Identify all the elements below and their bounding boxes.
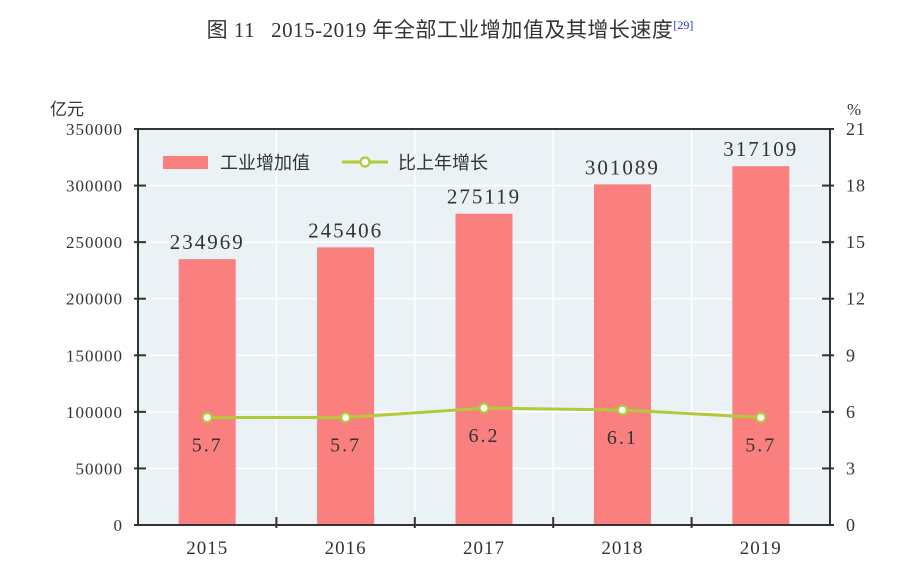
left-axis-unit-label: 亿元 <box>50 100 84 119</box>
bar-2016 <box>317 247 375 525</box>
left-axis-tick-label: 150000 <box>66 346 123 365</box>
growth-value-label-2019: 5.7 <box>745 435 776 457</box>
bar-2015 <box>178 259 236 525</box>
growth-value-label-2015: 5.7 <box>192 435 223 457</box>
legend-line-label: 比上年增长 <box>398 153 488 173</box>
chart-title-prefix: 图 11 <box>206 18 256 42</box>
growth-value-label-2017: 6.2 <box>469 425 500 447</box>
right-axis-tick-label: 6 <box>846 402 856 422</box>
chart-title-footnote: [29] <box>673 18 694 32</box>
growth-value-label-2018: 6.1 <box>607 427 638 449</box>
bar-2018 <box>593 184 651 526</box>
left-axis-tick-label: 100000 <box>66 403 123 422</box>
x-axis-label-2018: 2018 <box>601 538 643 559</box>
right-axis-unit-label: % <box>847 100 861 119</box>
right-axis-tick-label: 18 <box>846 176 866 196</box>
legend-line-marker <box>359 156 371 168</box>
bar-value-label-2018: 301089 <box>585 155 660 179</box>
chart-title: 图 11 2015-2019 年全部工业增加值及其增长速度[29] <box>0 14 900 44</box>
left-axis-tick-label: 300000 <box>66 177 123 196</box>
left-axis-tick-label: 200000 <box>66 290 123 309</box>
plot-border <box>137 128 831 526</box>
right-axis-tick-label: 12 <box>846 289 866 309</box>
x-axis-label-2016: 2016 <box>325 538 367 559</box>
x-axis-label-2015: 2015 <box>186 538 228 559</box>
growth-marker-2016 <box>340 411 352 424</box>
right-axis-tick-label: 15 <box>846 232 866 252</box>
bar-2019 <box>732 166 790 526</box>
right-axis-tick-label: 0 <box>846 515 856 535</box>
chart-title-text: 2015-2019 年全部工业增加值及其增长速度 <box>271 18 674 42</box>
x-axis-label-2017: 2017 <box>463 538 505 559</box>
growth-marker-2019 <box>755 411 767 424</box>
legend-bar-label: 工业增加值 <box>220 153 310 173</box>
x-axis-label-2019: 2019 <box>740 538 782 559</box>
growth-value-label-2016: 5.7 <box>330 435 361 457</box>
growth-marker-2015 <box>201 411 213 424</box>
bar-value-label-2019: 317109 <box>723 137 798 161</box>
bar-value-label-2017: 275119 <box>447 185 521 209</box>
bar-2017 <box>455 213 513 525</box>
growth-marker-2017 <box>478 402 490 414</box>
right-axis-tick-label: 9 <box>846 345 856 365</box>
left-axis-tick-label: 50000 <box>76 459 124 478</box>
growth-marker-2018 <box>616 404 629 416</box>
right-axis-tick-label: 3 <box>846 458 856 478</box>
left-axis-tick-label: 0 <box>114 516 124 535</box>
right-axis-tick-label: 21 <box>846 119 866 139</box>
bar-value-label-2016: 245406 <box>308 218 383 242</box>
left-axis-tick-label: 350000 <box>66 120 123 139</box>
bar-value-label-2015: 234969 <box>170 230 245 254</box>
left-axis-tick-label: 250000 <box>66 233 123 252</box>
legend-bar-swatch <box>163 156 208 169</box>
